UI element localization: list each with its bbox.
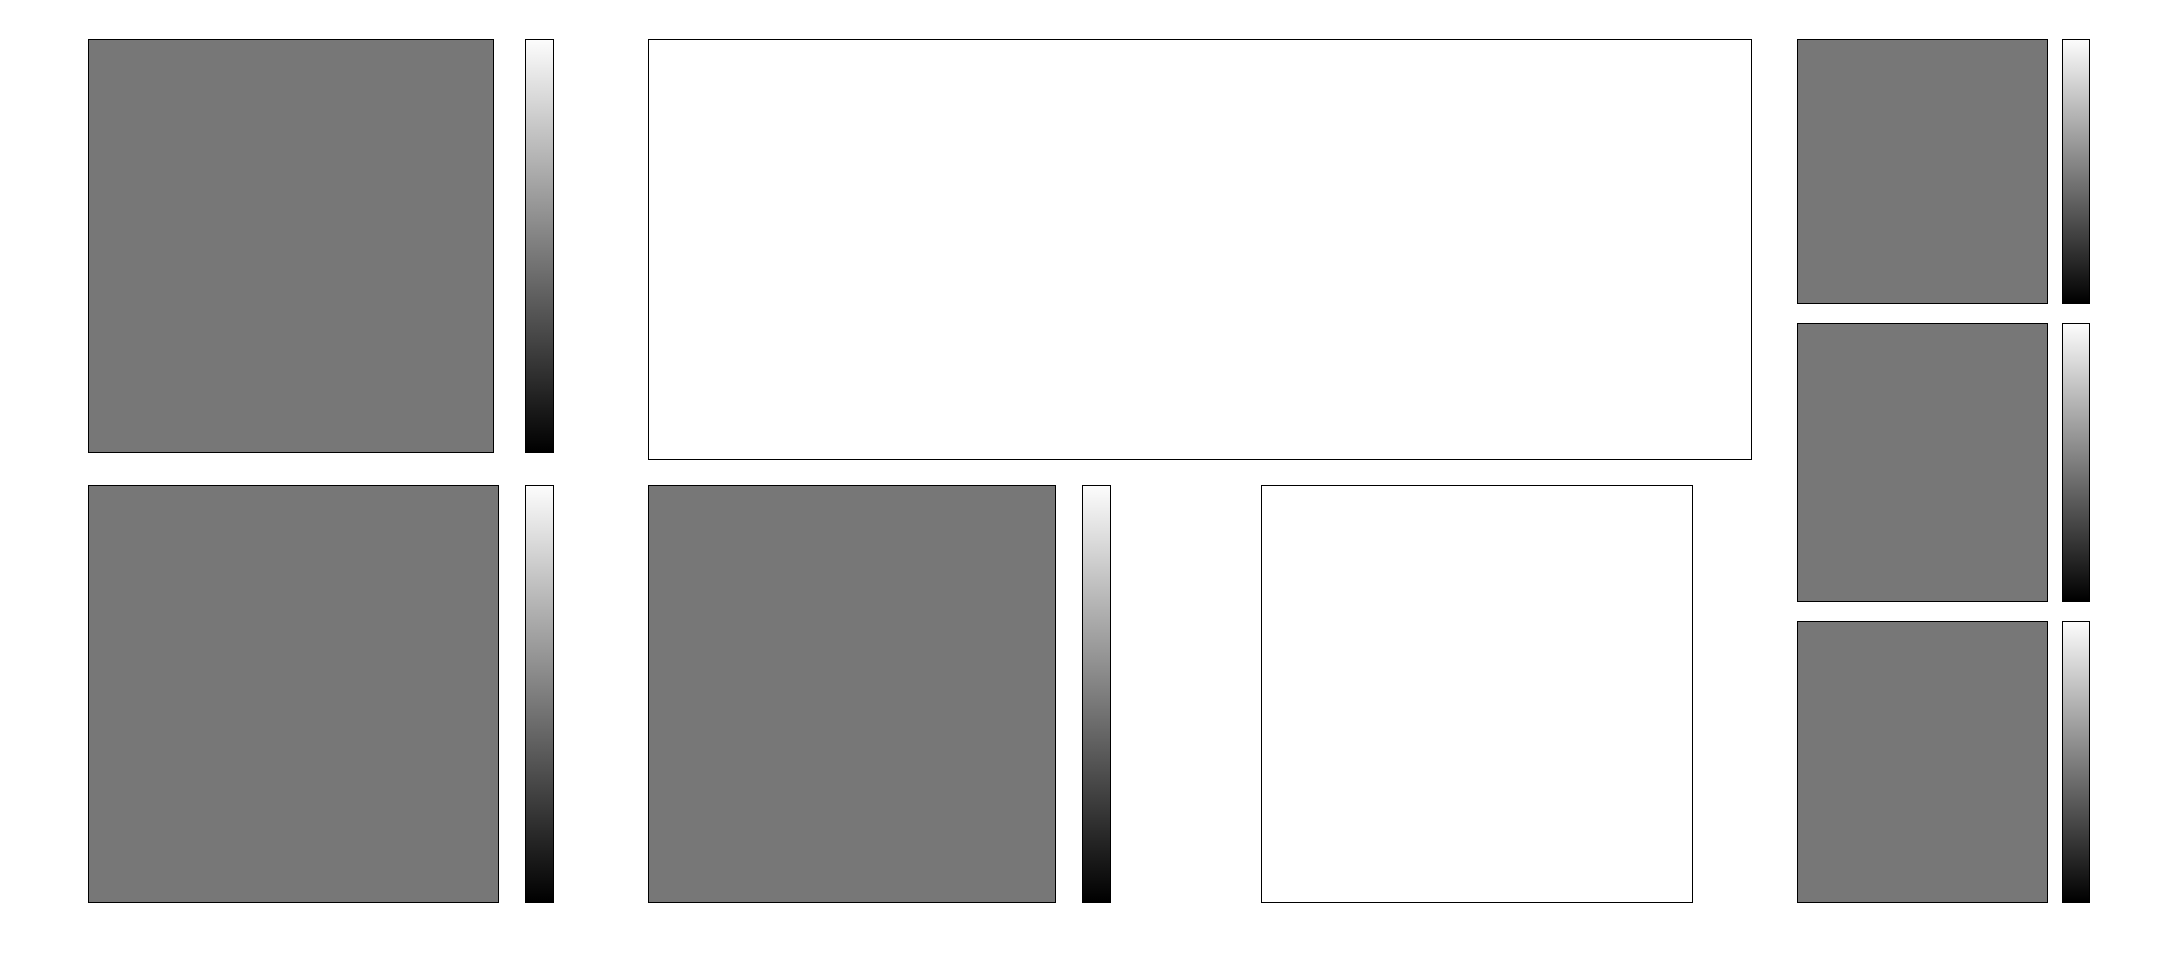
lightcurve-panel	[648, 39, 1752, 460]
rms-colorbar	[2062, 39, 2090, 304]
gleam-colorbar	[525, 485, 554, 903]
transient-colorbar	[525, 39, 554, 453]
tcg-colorbar	[2062, 621, 2090, 903]
histogram-panel	[1261, 485, 1693, 903]
gleam-cutout-panel	[88, 485, 499, 903]
transient-cutout-panel	[88, 39, 494, 453]
deep-cutout-panel	[648, 485, 1056, 903]
spike-colorbar	[2062, 323, 2090, 602]
tcg-cutout-panel	[1797, 621, 2048, 903]
rms-cutout-panel	[1797, 39, 2048, 304]
deep-colorbar	[1082, 485, 1111, 903]
spike-cutout-panel	[1797, 323, 2048, 602]
